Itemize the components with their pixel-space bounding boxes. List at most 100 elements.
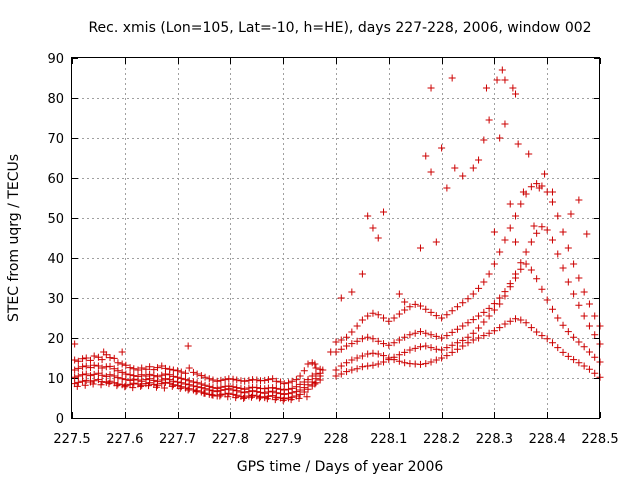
data-point (97, 381, 105, 389)
data-point (311, 380, 319, 388)
data-points (71, 66, 604, 404)
data-point (480, 318, 488, 326)
data-point (570, 356, 578, 364)
data-point (564, 328, 572, 336)
data-point (411, 300, 419, 308)
data-point (533, 275, 541, 283)
data-point (145, 382, 153, 390)
data-point (591, 312, 599, 320)
data-point (459, 172, 467, 180)
data-point (517, 316, 525, 324)
data-point (580, 362, 588, 370)
data-point (71, 356, 79, 364)
data-point (583, 230, 591, 238)
data-point (538, 223, 546, 231)
data-point (217, 391, 225, 399)
data-point (295, 394, 303, 402)
data-point (564, 352, 572, 360)
data-point (105, 380, 113, 388)
data-point (358, 316, 366, 324)
data-point (459, 336, 467, 344)
data-point (554, 250, 562, 258)
data-point (213, 377, 221, 385)
data-point (74, 364, 82, 372)
y-tick-label: 40 (47, 252, 64, 267)
x-tick-label: 227.5 (53, 432, 90, 447)
data-point (427, 331, 435, 339)
data-point (176, 384, 184, 392)
data-point (522, 319, 530, 327)
data-point (248, 393, 256, 401)
data-point (517, 265, 525, 273)
data-point (380, 352, 388, 360)
data-point (512, 270, 520, 278)
y-tick-label: 20 (47, 332, 64, 347)
data-point (174, 367, 182, 375)
y-tick-label: 10 (47, 372, 64, 387)
data-point (353, 322, 361, 330)
data-point (580, 343, 588, 351)
data-point (567, 210, 575, 218)
data-point (580, 288, 588, 296)
data-point (158, 380, 166, 388)
data-point (591, 353, 599, 361)
data-point (358, 270, 366, 278)
data-point (559, 348, 567, 356)
data-point (142, 365, 150, 373)
data-point (364, 333, 372, 341)
data-point (490, 306, 498, 314)
data-point (177, 383, 185, 391)
data-point (496, 294, 504, 302)
data-point (448, 328, 456, 336)
data-point (541, 170, 549, 178)
data-point (126, 364, 134, 372)
data-point (110, 354, 118, 362)
data-point (416, 328, 424, 336)
data-point (114, 367, 122, 375)
data-point (205, 375, 213, 383)
data-point (416, 360, 424, 368)
y-axis-label: STEC from uqrg / TECUs (6, 154, 22, 322)
data-point (432, 332, 440, 340)
data-point (253, 376, 261, 384)
data-point (337, 336, 345, 344)
y-tick-label: 90 (47, 52, 64, 67)
data-point (427, 168, 435, 176)
data-point (522, 260, 530, 268)
data-point (138, 364, 146, 372)
data-point (530, 222, 538, 230)
data-point (527, 183, 535, 191)
data-point (480, 332, 488, 340)
data-point (554, 212, 562, 220)
data-point (82, 370, 90, 378)
data-point (94, 362, 102, 370)
data-point (255, 394, 263, 402)
data-point (501, 320, 509, 328)
data-point (493, 76, 501, 84)
data-point (427, 84, 435, 92)
x-tick-label: 227.6 (106, 432, 143, 447)
data-point (422, 329, 430, 337)
data-point (475, 156, 483, 164)
data-point (193, 370, 201, 378)
data-point (427, 308, 435, 316)
data-point (233, 376, 241, 384)
data-point (90, 370, 98, 378)
data-point (138, 381, 146, 389)
data-point (585, 300, 593, 308)
data-point (337, 362, 345, 370)
data-point (406, 303, 414, 311)
data-point (469, 316, 477, 324)
data-point (374, 360, 382, 368)
data-point (548, 188, 556, 196)
data-point (527, 238, 535, 246)
data-point (380, 208, 388, 216)
data-point (416, 244, 424, 252)
data-point (380, 340, 388, 348)
data-point (241, 377, 249, 385)
data-point (374, 350, 382, 358)
data-point (485, 329, 493, 337)
data-point (74, 372, 82, 380)
data-point (501, 76, 509, 84)
data-point (448, 74, 456, 82)
